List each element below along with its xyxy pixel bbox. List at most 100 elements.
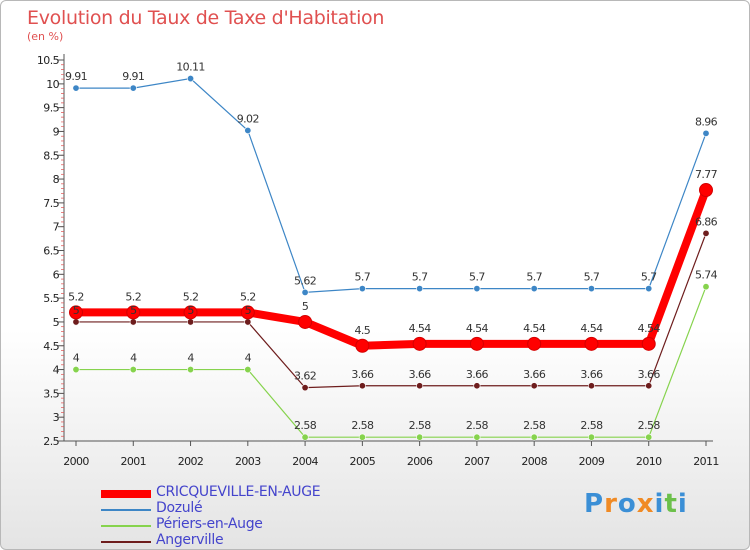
data-label: 5.7 [641,271,657,284]
legend-swatch [101,490,151,498]
data-label: 5.62 [294,274,316,287]
logo-letter: i [677,489,688,519]
series-point [126,305,141,320]
data-label: 5 [130,304,137,317]
data-label: 3.62 [294,370,316,383]
series-point [530,285,538,293]
series-line [76,286,707,438]
data-label: 2.58 [638,419,661,432]
data-label: 3.66 [580,368,603,381]
x-tick-label: 2010 [636,455,662,468]
data-label: 4.54 [409,322,432,335]
legend-swatch [101,509,151,511]
series-point [530,433,538,441]
y-tick-label: 7 [53,221,60,234]
logo-letter: o [617,489,637,519]
series-point [645,433,653,441]
y-tick-label: 5 [53,316,60,329]
series-point [244,318,252,326]
y-tick-label: 4.5 [43,340,59,353]
series-line [76,188,710,350]
x-tick-label: 2005 [350,455,376,468]
series-point [129,318,137,326]
proxiti-logo: Proxiti [584,489,688,519]
data-label: 6.86 [695,215,718,228]
x-tick-label: 2008 [521,455,547,468]
series-point [587,285,595,293]
series-point [416,382,424,390]
series-point [244,366,252,374]
series-point [187,318,195,326]
x-tick-label: 2004 [292,455,318,468]
data-label: 5.2 [125,290,141,303]
data-label: 2.58 [523,419,546,432]
series-point [469,336,484,351]
series-point [412,336,427,351]
y-tick-label: 9.5 [43,102,59,115]
series-point [645,382,653,390]
data-label: 5 [302,300,309,313]
series-point [72,318,80,326]
series-point [183,305,198,320]
y-tick-label: 2.5 [43,435,59,448]
series-layer [69,75,713,441]
series-point [244,126,252,134]
series-point [129,366,137,374]
data-label: 2.58 [351,419,374,432]
y-tick-label: 8.5 [43,149,59,162]
series-point [416,433,424,441]
data-label: 8.96 [695,115,718,128]
data-label: 10.11 [176,61,205,74]
logo-letter: t [664,489,678,519]
data-label: 3.66 [409,368,432,381]
data-label: 5 [187,304,194,317]
series-point [358,382,366,390]
data-label: 4.54 [523,322,546,335]
series-point [473,433,481,441]
data-label: 2.58 [294,419,317,432]
y-tick-label: 9 [53,125,60,138]
data-label: 4 [73,352,80,365]
series-point [301,384,309,392]
series-line [76,77,707,294]
data-label: 3.66 [523,368,546,381]
data-label: 5.2 [183,290,199,303]
legend-label: Périers-en-Auge [156,516,263,532]
x-tick-label: 2009 [579,455,605,468]
legend-label: Angerville [156,532,224,548]
y-tick-label: 10 [46,78,59,91]
y-tick-label: 10.5 [37,54,60,67]
data-label: 4.54 [466,322,489,335]
data-label: 7.77 [695,168,718,181]
y-tick-label: 6 [53,268,60,281]
series-point [187,75,195,83]
data-label: 9.91 [122,70,144,83]
x-tick-label: 2006 [407,455,433,468]
data-label: 5.7 [355,271,371,284]
chart-subtitle: (en %) [27,30,64,43]
series-point [584,336,599,351]
series-2 [72,283,710,441]
data-label: 2.58 [466,419,489,432]
series-point [702,283,710,291]
data-label: 5 [73,304,80,317]
series-point [298,314,313,329]
data-label: 9.02 [237,112,259,125]
series-1 [72,75,710,296]
y-tick-label: 6.5 [43,245,59,258]
data-label: 3.66 [466,368,489,381]
data-label: 3.66 [638,368,661,381]
series-0 [69,183,713,353]
series-point [702,229,710,237]
x-tick-label: 2011 [693,455,719,468]
data-label: 5.7 [469,271,485,284]
data-label: 4 [245,352,252,365]
series-point [645,285,653,293]
series-point [301,288,309,296]
data-label: 5.74 [695,269,718,282]
data-label: 4.54 [638,322,661,335]
series-point [358,433,366,441]
series-point [187,366,195,374]
